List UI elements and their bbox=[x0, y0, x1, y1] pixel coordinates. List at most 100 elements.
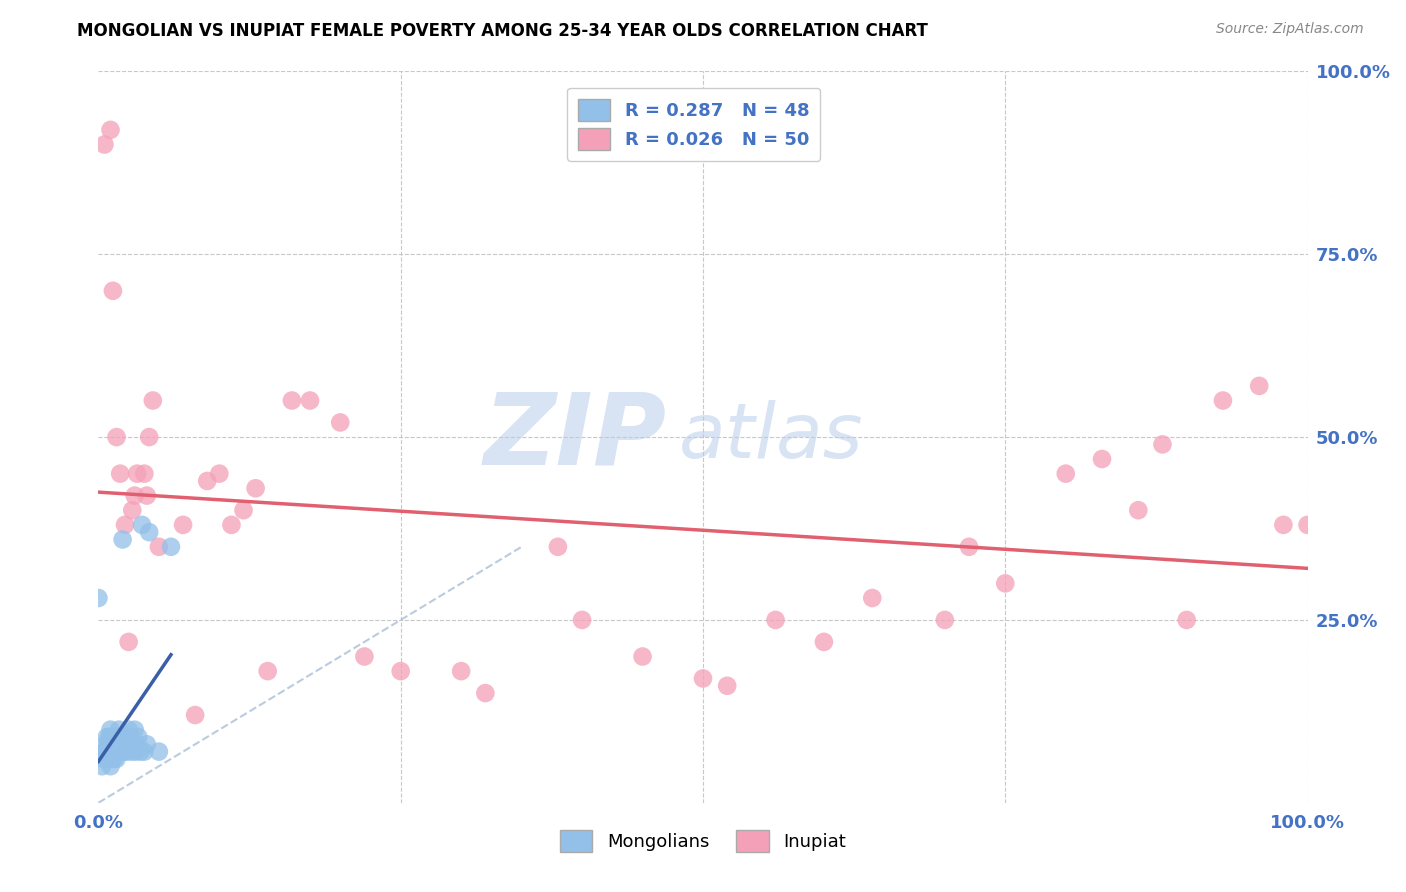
Point bbox=[1128, 503, 1150, 517]
Point bbox=[121, 745, 143, 759]
Point bbox=[474, 686, 496, 700]
Point bbox=[115, 737, 138, 751]
Point bbox=[160, 540, 183, 554]
Point bbox=[142, 393, 165, 408]
Point bbox=[547, 540, 569, 554]
Point bbox=[1091, 452, 1114, 467]
Point bbox=[108, 467, 131, 481]
Point bbox=[135, 489, 157, 503]
Point bbox=[138, 525, 160, 540]
Point bbox=[131, 517, 153, 532]
Point bbox=[100, 745, 122, 759]
Point bbox=[100, 737, 122, 751]
Point bbox=[1175, 613, 1198, 627]
Text: ZIP: ZIP bbox=[484, 389, 666, 485]
Point bbox=[138, 430, 160, 444]
Point bbox=[256, 664, 278, 678]
Point bbox=[1272, 517, 1295, 532]
Text: atlas: atlas bbox=[679, 401, 863, 474]
Point bbox=[957, 540, 980, 554]
Point bbox=[135, 737, 157, 751]
Point bbox=[172, 517, 194, 532]
Point bbox=[245, 481, 267, 495]
Point bbox=[329, 416, 352, 430]
Point bbox=[100, 723, 122, 737]
Point bbox=[101, 745, 124, 759]
Point bbox=[765, 613, 787, 627]
Point bbox=[103, 730, 125, 744]
Point bbox=[111, 533, 134, 547]
Point bbox=[860, 591, 883, 605]
Point bbox=[105, 730, 128, 744]
Point bbox=[571, 613, 593, 627]
Point bbox=[124, 489, 146, 503]
Point bbox=[87, 591, 110, 605]
Point bbox=[184, 708, 207, 723]
Point bbox=[121, 503, 143, 517]
Point bbox=[94, 737, 117, 751]
Point bbox=[221, 517, 243, 532]
Point bbox=[100, 759, 122, 773]
Point bbox=[114, 517, 136, 532]
Point bbox=[281, 393, 304, 408]
Text: Source: ZipAtlas.com: Source: ZipAtlas.com bbox=[1216, 22, 1364, 37]
Point bbox=[100, 737, 122, 751]
Point bbox=[148, 540, 170, 554]
Point bbox=[127, 467, 149, 481]
Point bbox=[91, 752, 114, 766]
Point bbox=[105, 752, 128, 766]
Point bbox=[103, 752, 125, 766]
Point bbox=[934, 613, 956, 627]
Point bbox=[100, 752, 122, 766]
Point bbox=[124, 723, 146, 737]
Point bbox=[105, 430, 128, 444]
Point bbox=[1054, 467, 1077, 481]
Point bbox=[118, 737, 141, 751]
Point bbox=[114, 730, 136, 744]
Point bbox=[994, 576, 1017, 591]
Point bbox=[1212, 393, 1234, 408]
Point bbox=[98, 745, 121, 759]
Point bbox=[97, 752, 120, 766]
Point bbox=[299, 393, 322, 408]
Point bbox=[91, 759, 114, 773]
Point bbox=[134, 467, 156, 481]
Point bbox=[353, 649, 375, 664]
Point bbox=[100, 123, 122, 137]
Point bbox=[117, 745, 139, 759]
Point bbox=[127, 737, 149, 751]
Legend: Mongolians, Inupiat: Mongolians, Inupiat bbox=[553, 823, 853, 860]
Point bbox=[232, 503, 254, 517]
Point bbox=[108, 723, 131, 737]
Point bbox=[1152, 437, 1174, 451]
Point bbox=[631, 649, 654, 664]
Point bbox=[118, 723, 141, 737]
Point bbox=[101, 284, 124, 298]
Point bbox=[716, 679, 738, 693]
Text: MONGOLIAN VS INUPIAT FEMALE POVERTY AMONG 25-34 YEAR OLDS CORRELATION CHART: MONGOLIAN VS INUPIAT FEMALE POVERTY AMON… bbox=[77, 22, 928, 40]
Point bbox=[129, 745, 152, 759]
Point bbox=[108, 745, 131, 759]
Point bbox=[120, 730, 142, 744]
Point bbox=[692, 672, 714, 686]
Point bbox=[110, 737, 132, 751]
Point bbox=[118, 635, 141, 649]
Point bbox=[1249, 379, 1271, 393]
Point bbox=[93, 137, 115, 152]
Point bbox=[98, 730, 121, 744]
Point bbox=[125, 745, 148, 759]
Point bbox=[107, 737, 129, 751]
Point bbox=[134, 745, 156, 759]
Point bbox=[104, 745, 127, 759]
Point bbox=[813, 635, 835, 649]
Point bbox=[195, 474, 218, 488]
Point bbox=[112, 745, 135, 759]
Point bbox=[93, 745, 115, 759]
Point bbox=[208, 467, 231, 481]
Point bbox=[96, 730, 118, 744]
Point bbox=[96, 745, 118, 759]
Point bbox=[122, 737, 145, 751]
Point bbox=[1296, 517, 1319, 532]
Point bbox=[97, 737, 120, 751]
Point bbox=[127, 730, 149, 744]
